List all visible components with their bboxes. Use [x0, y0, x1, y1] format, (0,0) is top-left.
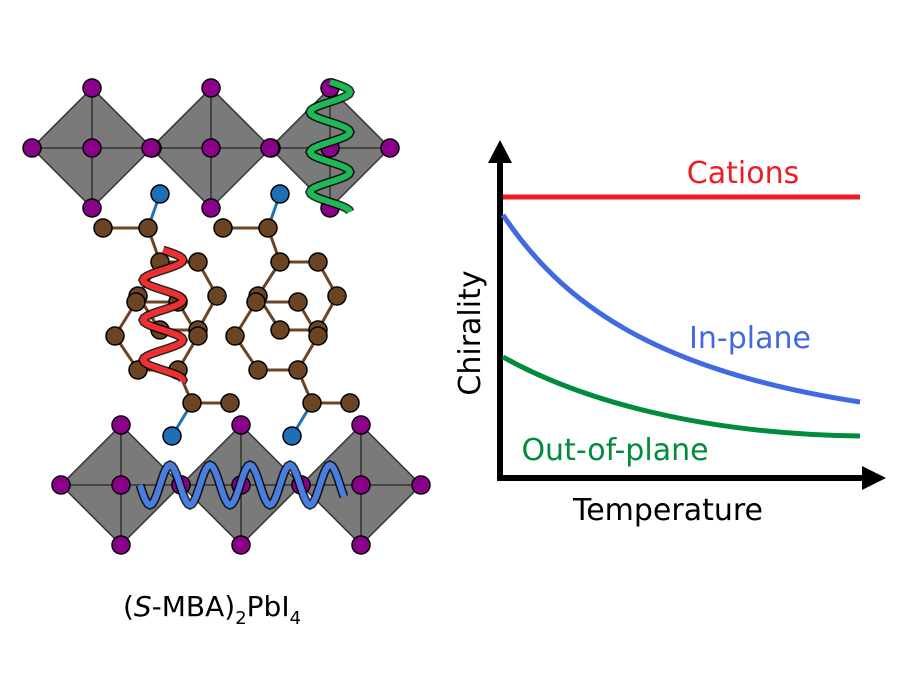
structure	[22, 77, 431, 555]
helix	[137, 461, 347, 509]
curve	[500, 213, 861, 405]
arrow	[488, 140, 512, 163]
iodine-atom	[351, 415, 371, 435]
curve-label: Out-of-plane	[521, 433, 708, 468]
iodine-atom	[82, 138, 102, 158]
curve-label: Cations	[687, 156, 799, 191]
axis-label: Temperature	[572, 493, 763, 528]
carbon-atom	[188, 326, 208, 346]
iodine-atom	[260, 138, 280, 158]
iodine-atom	[22, 138, 42, 158]
carbon-atom	[225, 326, 245, 346]
carbon-atom	[270, 252, 290, 272]
carbon-atom	[188, 252, 208, 272]
iodine-atom	[141, 138, 161, 158]
caption-part: (	[123, 590, 134, 623]
iodine-atom	[201, 198, 221, 218]
nitrogen-atom	[162, 426, 182, 446]
carbon-atom	[302, 393, 322, 413]
carbon-atom	[93, 218, 113, 238]
curve-label: In-plane	[689, 321, 811, 356]
iodine-atom	[111, 535, 131, 555]
carbon-atom	[126, 292, 146, 312]
axis-label: Chirality	[453, 270, 488, 395]
iodine-atom	[231, 535, 251, 555]
nitrogen-atom	[150, 184, 170, 204]
carbon-atom	[308, 252, 328, 272]
iodine-atom	[231, 415, 251, 435]
carbon-atom	[270, 320, 290, 340]
caption-part: PbI	[247, 590, 290, 623]
iodine-atom	[351, 475, 371, 495]
iodine-atom	[111, 415, 131, 435]
caption-part: S	[134, 590, 152, 623]
carbon-atom	[308, 326, 328, 346]
caption-part: -MBA)	[152, 590, 236, 623]
nitrogen-atom	[282, 426, 302, 446]
iodine-atom	[380, 138, 400, 158]
carbon-atom	[213, 218, 233, 238]
carbon-atom	[288, 292, 308, 312]
helix	[139, 247, 187, 384]
carbon-atom	[327, 286, 347, 306]
carbon-atom	[105, 326, 125, 346]
carbon-atom	[288, 360, 308, 380]
plot: Cations In-plane Out-of-plane Chirality …	[453, 140, 886, 528]
caption-part: 2	[235, 608, 246, 629]
carbon-atom	[340, 393, 360, 413]
iodine-atom	[201, 138, 221, 158]
arrow	[862, 466, 886, 490]
carbon-atom	[207, 286, 227, 306]
carbon-atom	[182, 393, 202, 413]
caption: (S-MBA)2PbI4	[123, 590, 301, 629]
caption-part: 4	[290, 608, 301, 629]
iodine-atom	[111, 475, 131, 495]
carbon-atom	[258, 218, 278, 238]
carbon-atom	[220, 393, 240, 413]
iodine-atom	[201, 78, 221, 98]
curve	[501, 354, 861, 439]
iodine-atom	[411, 475, 431, 495]
iodine-atom	[351, 535, 371, 555]
iodine-atom	[82, 78, 102, 98]
iodine-atom	[82, 198, 102, 218]
carbon-atom	[248, 360, 268, 380]
carbon-atom	[246, 292, 266, 312]
nitrogen-atom	[270, 184, 290, 204]
helix	[306, 79, 354, 214]
carbon-atom	[138, 218, 158, 238]
iodine-atom	[51, 475, 71, 495]
